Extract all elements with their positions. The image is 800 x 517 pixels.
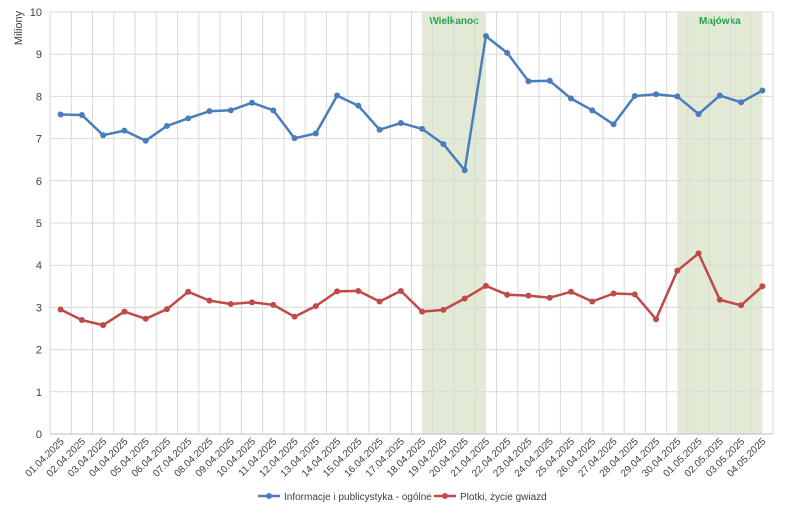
data-point bbox=[163, 122, 170, 129]
data-point bbox=[185, 115, 192, 122]
data-point bbox=[397, 287, 404, 294]
data-point bbox=[376, 298, 383, 305]
data-point bbox=[57, 306, 64, 313]
data-point bbox=[610, 121, 617, 128]
data-point bbox=[121, 308, 128, 315]
legend-marker bbox=[266, 493, 272, 499]
data-point bbox=[78, 317, 85, 324]
data-point bbox=[525, 78, 532, 85]
data-point bbox=[355, 287, 362, 294]
data-point bbox=[759, 283, 766, 290]
data-point bbox=[249, 99, 256, 106]
data-point bbox=[57, 111, 64, 118]
data-point bbox=[674, 267, 681, 274]
legend-label: Informacje i publicystyka - ogólne bbox=[284, 492, 432, 503]
data-point bbox=[738, 302, 745, 309]
y-tick-label: 3 bbox=[36, 302, 42, 314]
data-point bbox=[227, 301, 234, 308]
data-point bbox=[334, 92, 341, 99]
data-point bbox=[589, 298, 596, 305]
data-point bbox=[546, 294, 553, 301]
grid-lines bbox=[49, 11, 774, 435]
x-axis-ticks: 01.04.202502.04.202503.04.202504.04.2025… bbox=[24, 436, 769, 479]
data-point bbox=[291, 135, 298, 142]
data-point bbox=[312, 303, 319, 310]
data-point bbox=[440, 141, 447, 148]
data-point bbox=[100, 322, 107, 329]
data-point bbox=[567, 95, 574, 102]
data-point bbox=[525, 292, 532, 299]
data-point bbox=[653, 316, 660, 323]
data-point bbox=[482, 33, 489, 40]
data-point bbox=[695, 111, 702, 118]
data-point bbox=[270, 301, 277, 308]
data-point bbox=[419, 308, 426, 315]
data-point bbox=[355, 102, 362, 109]
data-point bbox=[291, 313, 298, 320]
y-tick-label: 9 bbox=[36, 49, 42, 61]
data-point bbox=[163, 306, 170, 313]
data-point bbox=[440, 306, 447, 313]
y-tick-label: 8 bbox=[36, 91, 42, 103]
data-point bbox=[674, 93, 681, 100]
data-point bbox=[270, 107, 277, 114]
y-tick-label: 2 bbox=[36, 345, 42, 357]
data-point bbox=[185, 288, 192, 295]
legend-marker bbox=[442, 493, 448, 499]
data-point bbox=[738, 99, 745, 106]
legend: Informacje i publicystyka - ogólne Plotki… bbox=[258, 492, 547, 503]
data-point bbox=[716, 92, 723, 99]
y-axis-label: Miliony bbox=[13, 10, 25, 45]
series-line-0 bbox=[60, 34, 764, 172]
data-point bbox=[397, 119, 404, 126]
data-point bbox=[589, 107, 596, 114]
data-point bbox=[610, 290, 617, 297]
data-point bbox=[461, 295, 468, 302]
data-point bbox=[504, 49, 511, 56]
data-point bbox=[206, 297, 213, 304]
data-point bbox=[142, 315, 149, 322]
data-point bbox=[249, 299, 256, 306]
y-tick-label: 4 bbox=[36, 260, 42, 272]
data-point bbox=[504, 291, 511, 298]
data-point bbox=[631, 291, 638, 298]
series-line-1 bbox=[60, 252, 764, 327]
y-axis-ticks: 0 1 2 3 4 5 6 7 8 9 10 bbox=[30, 7, 42, 441]
y-tick-label: 10 bbox=[30, 7, 42, 19]
data-point bbox=[78, 111, 85, 118]
legend-label: Plotki, życie gwiazd bbox=[460, 492, 547, 503]
data-point bbox=[716, 296, 723, 303]
data-point bbox=[227, 107, 234, 114]
y-tick-label: 7 bbox=[36, 134, 42, 146]
data-point bbox=[100, 132, 107, 139]
data-point bbox=[695, 250, 702, 257]
data-point bbox=[312, 130, 319, 137]
data-point bbox=[419, 125, 426, 132]
data-point bbox=[142, 137, 149, 144]
data-point bbox=[206, 108, 213, 115]
data-point bbox=[567, 288, 574, 295]
data-point bbox=[121, 127, 128, 134]
y-tick-label: 0 bbox=[36, 429, 42, 441]
data-point bbox=[482, 282, 489, 289]
data-point bbox=[376, 126, 383, 133]
legend-item-0: Informacje i publicystyka - ogólne bbox=[258, 492, 432, 503]
data-point bbox=[334, 288, 341, 295]
y-tick-label: 1 bbox=[36, 387, 42, 399]
y-tick-label: 6 bbox=[36, 176, 42, 188]
highlight-label: Majówka bbox=[699, 16, 741, 27]
data-point bbox=[631, 92, 638, 99]
data-point bbox=[653, 91, 660, 98]
y-tick-label: 5 bbox=[36, 218, 42, 230]
legend-item-1: Plotki, życie gwiazd bbox=[434, 492, 547, 503]
data-point bbox=[546, 77, 553, 84]
series-layer bbox=[57, 33, 766, 329]
data-point bbox=[461, 167, 468, 174]
data-point bbox=[759, 87, 766, 94]
